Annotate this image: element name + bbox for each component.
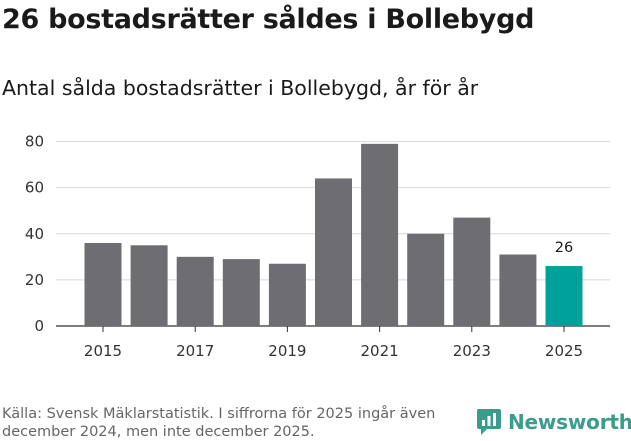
newsworthy-logo: Newsworthy [476, 408, 631, 436]
bar-2025 [545, 266, 583, 326]
bar-2024 [499, 254, 537, 326]
bar-2016 [130, 245, 168, 326]
bar-2023 [453, 217, 491, 326]
y-tick-label: 40 [25, 225, 44, 243]
bar-2019 [268, 263, 306, 326]
x-tick-label: 2015 [84, 342, 122, 360]
x-tick-label: 2019 [268, 342, 306, 360]
x-tick-label: 2025 [545, 342, 583, 360]
newsworthy-logo-icon [477, 409, 501, 435]
y-tick-label: 60 [25, 179, 44, 197]
x-tick-label: 2023 [453, 342, 491, 360]
bar-2021 [361, 143, 399, 326]
chart-subtitle: Antal sålda bostadsrätter i Bollebygd, å… [2, 76, 479, 100]
bar-2018 [222, 259, 260, 326]
bar-2020 [315, 178, 352, 326]
y-tick-label: 80 [25, 133, 44, 151]
brand-name: Newsworthy [508, 410, 631, 434]
y-tick-label: 20 [25, 271, 44, 289]
chart-title: 26 bostadsrätter såldes i Bollebygd [2, 4, 535, 35]
bar-2022 [407, 233, 445, 326]
data-label: 26 [555, 240, 573, 256]
bar-2017 [176, 256, 214, 326]
source-note: Källa: Svensk Mäklarstatistik. I siffror… [2, 406, 436, 440]
x-tick-label: 2017 [176, 342, 214, 360]
x-tick-label: 2021 [361, 342, 399, 360]
y-tick-label: 0 [34, 317, 44, 335]
bar-2015 [84, 242, 122, 326]
